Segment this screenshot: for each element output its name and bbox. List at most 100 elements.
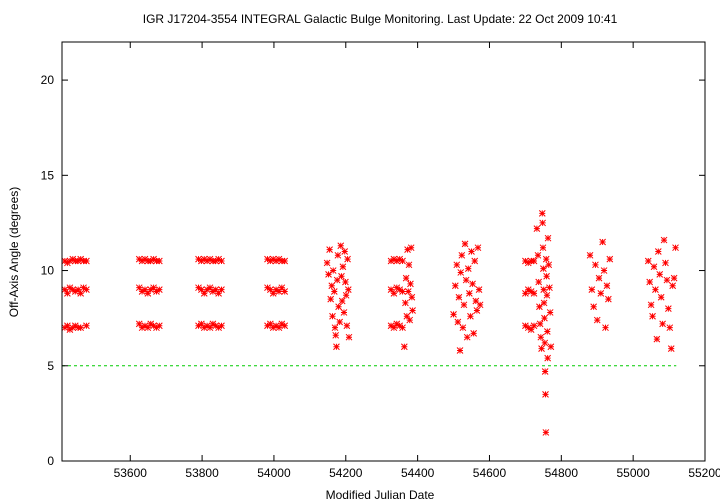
data-point (278, 284, 286, 292)
data-point (336, 318, 344, 326)
data-point (536, 303, 543, 311)
data-point (588, 286, 596, 293)
data-point (343, 322, 351, 330)
data-point (150, 322, 157, 330)
data-point (77, 255, 85, 263)
data-point (155, 322, 163, 330)
plot-frame (61, 41, 706, 462)
data-point (339, 263, 347, 271)
data-point (266, 320, 274, 328)
data-point (396, 322, 404, 330)
data-point (590, 303, 597, 311)
data-point (672, 244, 679, 252)
data-point (470, 330, 478, 337)
data-point (399, 324, 406, 332)
data-point (475, 286, 483, 293)
data-point (646, 278, 654, 286)
data-point (536, 320, 544, 328)
data-point (597, 290, 605, 297)
data-point (473, 307, 481, 314)
data-point (203, 286, 211, 293)
data-point (522, 322, 529, 330)
data-point (404, 246, 411, 253)
data-point (64, 290, 71, 297)
data-point (540, 286, 548, 293)
data-point (150, 255, 157, 263)
data-point (522, 257, 529, 265)
data-point (539, 265, 547, 272)
data-point (141, 322, 149, 330)
data-point (670, 274, 678, 282)
data-point (533, 225, 541, 232)
data-point (669, 282, 677, 290)
data-point (454, 318, 462, 326)
data-point (592, 261, 599, 269)
data-point (650, 263, 658, 271)
data-point (659, 320, 666, 328)
data-point (281, 288, 289, 295)
data-point (393, 284, 401, 292)
data-point (215, 290, 222, 297)
data-point (147, 320, 155, 328)
data-point (330, 288, 338, 295)
data-point (323, 259, 331, 267)
data-point (402, 274, 410, 282)
data-point (541, 314, 548, 322)
data-point (155, 286, 163, 293)
data-point (534, 251, 542, 259)
data-point (524, 324, 532, 332)
data-point (281, 322, 289, 330)
data-point (468, 248, 475, 255)
data-point (345, 333, 353, 341)
data-point (281, 257, 289, 265)
data-point (138, 288, 146, 295)
data-point (530, 322, 538, 330)
data-point (471, 257, 479, 265)
data-point (472, 297, 480, 305)
x-tick-label: 54600 (473, 466, 507, 480)
data-point (539, 219, 546, 227)
data-point (77, 324, 85, 332)
data-point (541, 368, 549, 375)
data-point (218, 286, 225, 293)
data-point (538, 345, 545, 352)
data-point (71, 288, 79, 295)
data-point (329, 312, 336, 320)
data-point (266, 286, 274, 293)
data-point (275, 288, 283, 295)
data-point (327, 295, 335, 303)
data-point (400, 343, 408, 351)
data-point (333, 276, 341, 284)
data-point (206, 255, 214, 263)
data-point (212, 322, 220, 330)
data-point (535, 278, 543, 286)
data-point (457, 269, 465, 276)
data-point (407, 280, 414, 288)
data-point (340, 309, 348, 316)
data-point (198, 286, 205, 293)
data-point (451, 282, 459, 290)
data-point (344, 286, 352, 293)
data-point (264, 322, 271, 330)
data-point (147, 257, 155, 265)
data-point (459, 324, 467, 332)
data-point (147, 286, 155, 293)
data-point (155, 257, 163, 265)
data-point (269, 324, 277, 332)
data-point (338, 297, 346, 305)
data-point (542, 429, 550, 436)
data-point (338, 272, 345, 280)
data-point (524, 259, 532, 267)
data-point (465, 290, 473, 297)
data-point (80, 284, 87, 292)
data-point (74, 286, 82, 293)
data-point (218, 257, 225, 265)
y-tick-label: 0 (47, 454, 54, 468)
data-point (64, 322, 71, 330)
data-point (403, 312, 411, 320)
data-point (405, 261, 413, 269)
data-point (77, 290, 85, 297)
x-tick-label: 54400 (401, 466, 435, 480)
data-point (341, 248, 349, 255)
data-point (135, 320, 143, 328)
